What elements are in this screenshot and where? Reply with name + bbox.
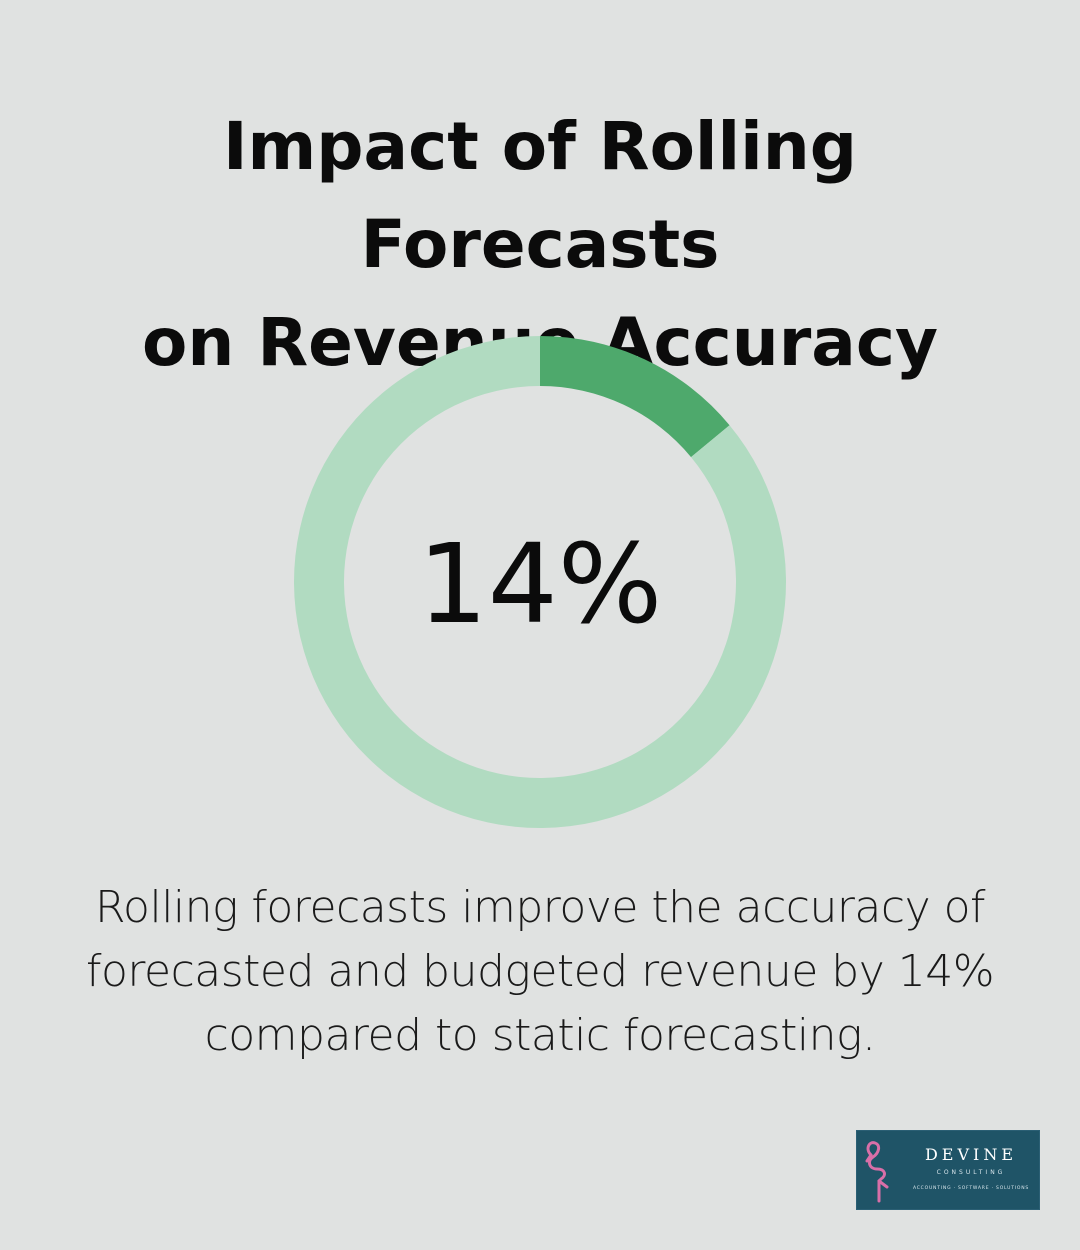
center-value-label: 14% bbox=[418, 520, 663, 648]
donut-chart-svg: 14% bbox=[293, 336, 786, 828]
description-line-2: forecasted and budgeted revenue by 14% bbox=[85, 946, 995, 997]
donut-slices bbox=[293, 336, 786, 828]
description-text: Rolling forecasts improve the accuracy o… bbox=[60, 876, 1020, 1068]
description-line-3: compared to static forecasting. bbox=[204, 1010, 876, 1061]
chart-title-line-1: Impact of Rolling Forecasts bbox=[222, 108, 858, 283]
devine-consulting-logo: DEVINE CONSULTING ACCOUNTING · SOFTWARE … bbox=[856, 1130, 1040, 1210]
donut-chart: 14% bbox=[290, 332, 790, 832]
logo-tagline: ACCOUNTING · SOFTWARE · SOLUTIONS bbox=[912, 1186, 1030, 1191]
logo-text: DEVINE CONSULTING ACCOUNTING · SOFTWARE … bbox=[901, 1131, 1041, 1211]
donut-slice-highlight bbox=[540, 336, 730, 458]
chart-title: Impact of Rolling Forecasts on Revenue A… bbox=[40, 98, 1040, 392]
logo-name: DEVINE bbox=[924, 1145, 1018, 1164]
description-line-1: Rolling forecasts improve the accuracy o… bbox=[94, 882, 986, 933]
flamingo-icon bbox=[865, 1141, 889, 1203]
logo-subtitle: CONSULTING bbox=[936, 1169, 1006, 1176]
